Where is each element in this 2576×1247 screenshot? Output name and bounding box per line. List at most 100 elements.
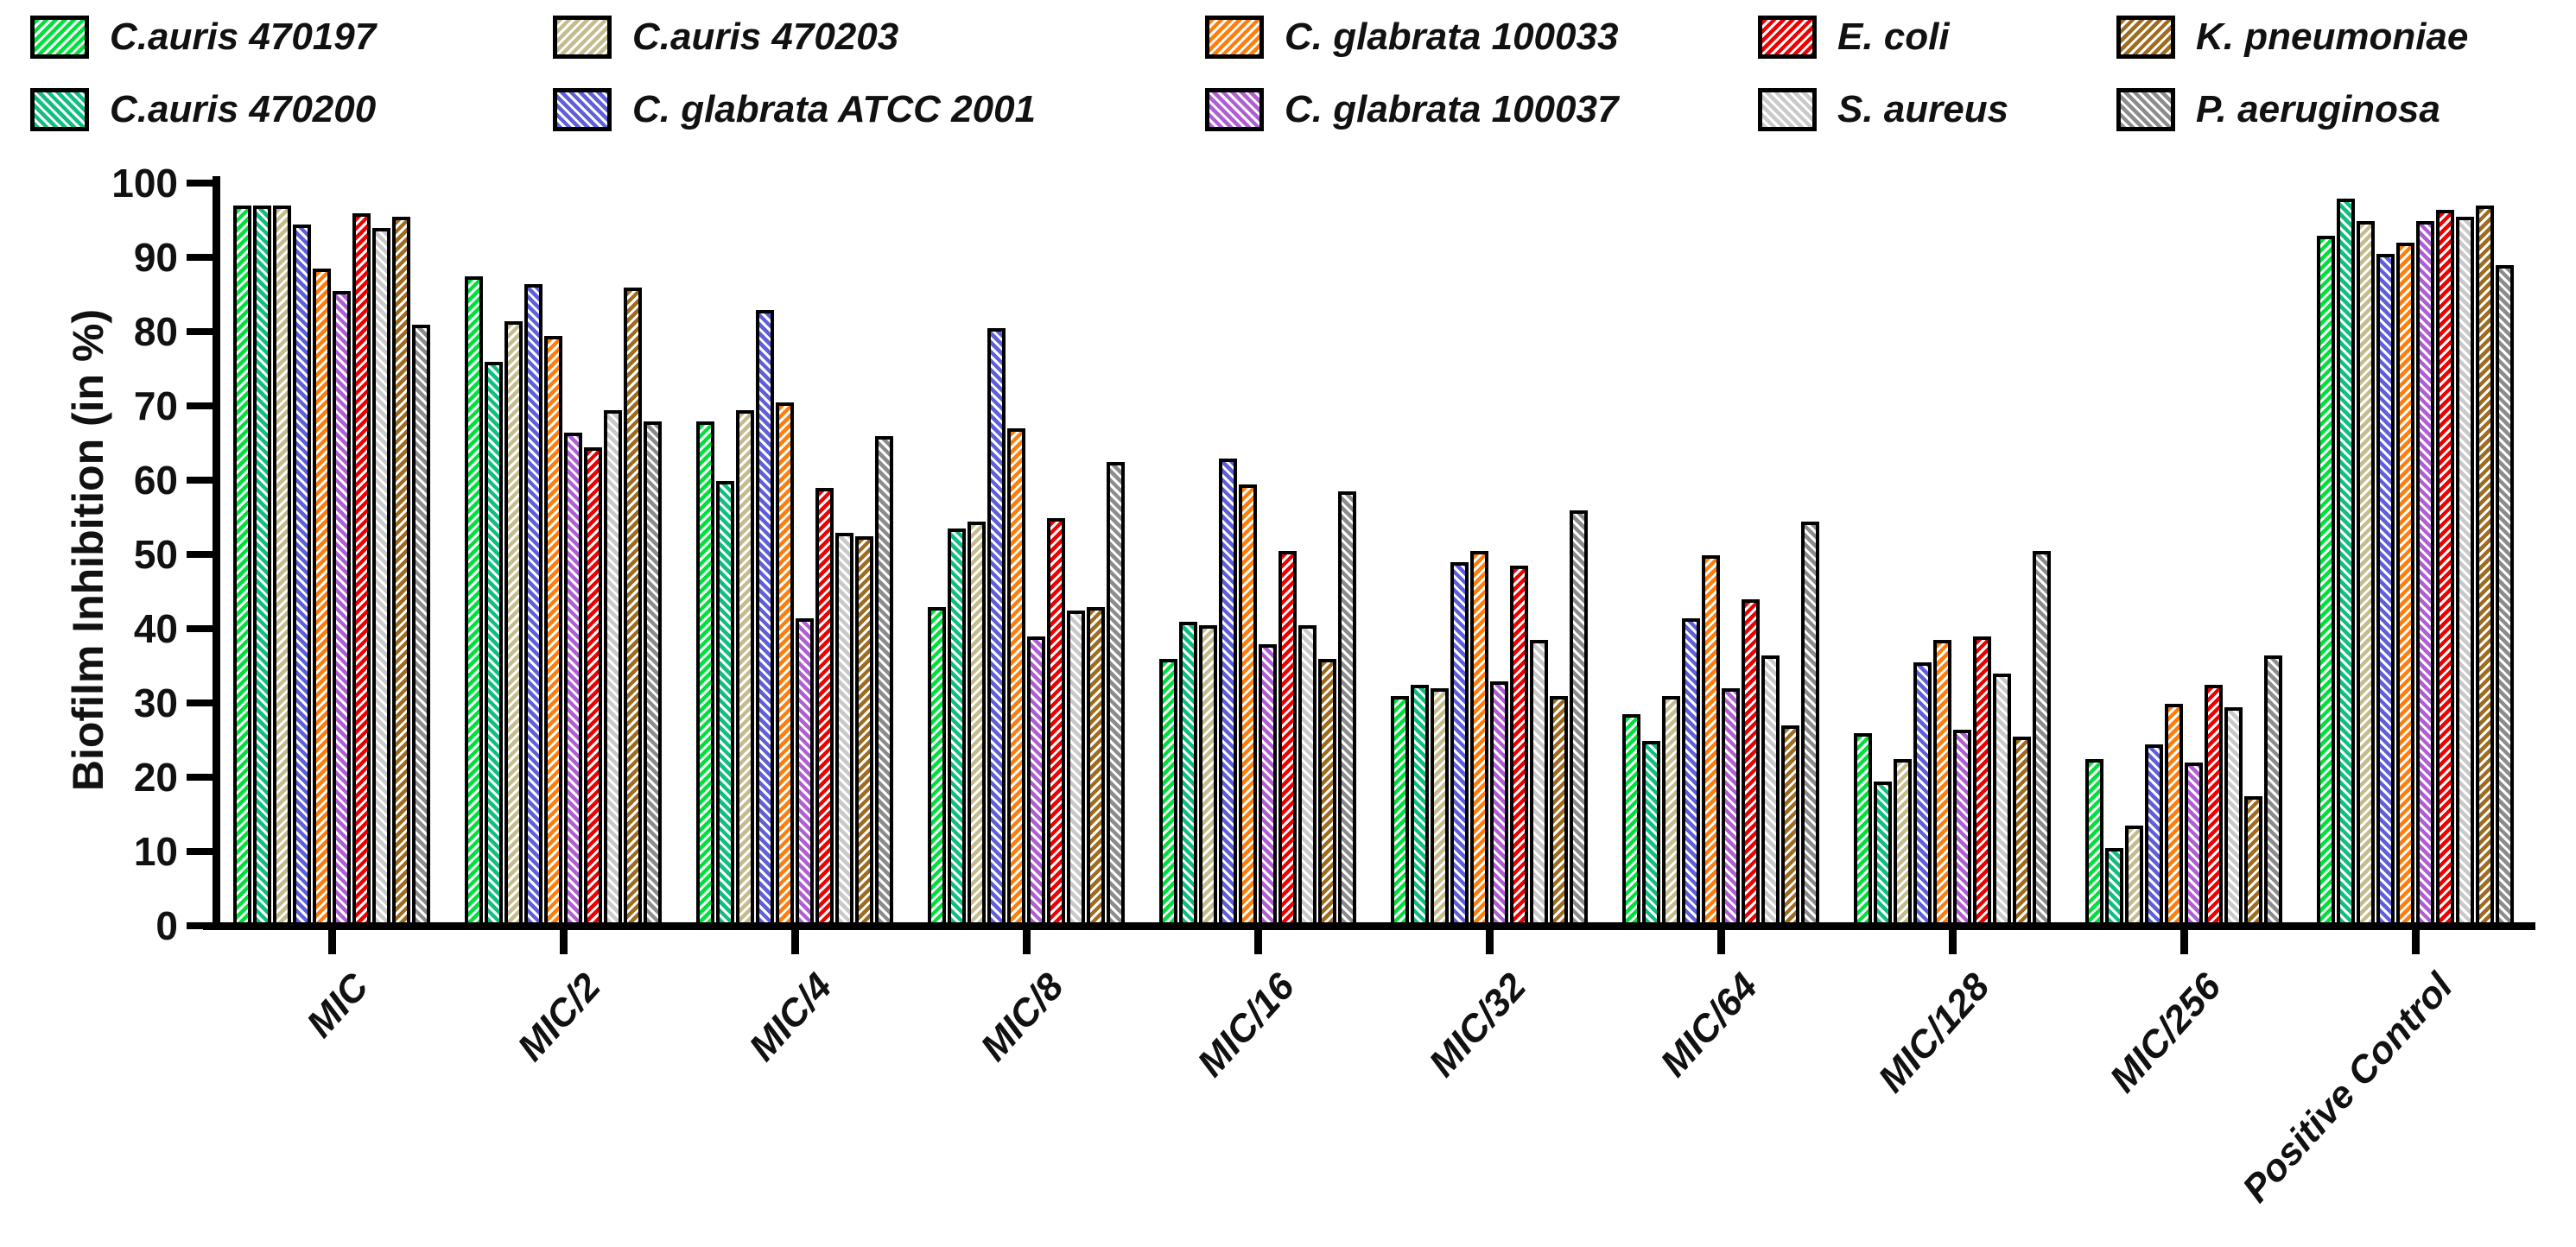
y-tick-mark (187, 328, 213, 335)
bar (1510, 566, 1528, 926)
bar (2224, 707, 2243, 926)
bar (948, 529, 966, 926)
legend-item: K. pneumoniae (2116, 16, 2570, 59)
bar (835, 533, 853, 926)
x-tick-mark (559, 930, 568, 954)
bar-group-mic-128 (1837, 183, 2068, 926)
bar (2357, 221, 2375, 926)
bar (1047, 518, 1065, 926)
bar (1913, 662, 1932, 926)
bar (2185, 763, 2203, 926)
legend-swatch-icon (1758, 16, 1817, 59)
bar (1087, 607, 1105, 926)
bar (855, 536, 873, 926)
bar (1702, 555, 1720, 926)
bar (1933, 640, 1951, 926)
bar (253, 206, 271, 926)
bar (1761, 655, 1780, 926)
bar (2376, 254, 2395, 926)
bar (1027, 636, 1045, 926)
bar (412, 325, 430, 926)
bar (1318, 659, 1336, 926)
bar (1530, 640, 1548, 926)
y-tick-label: 10 (133, 829, 178, 874)
legend: C.auris 470197 C.auris 470200 C.auris 4702… (30, 16, 2570, 131)
bar (2085, 759, 2103, 926)
bar (1570, 510, 1588, 926)
legend-label: C. glabrata 100037 (1285, 88, 1619, 130)
bar-group-mic-8 (910, 183, 1142, 926)
legend-swatch-icon (553, 16, 612, 59)
x-tick-mark (790, 930, 799, 954)
legend-swatch-icon (30, 16, 89, 59)
y-tick-mark (187, 922, 213, 929)
legend-label: C.auris 470203 (632, 16, 899, 58)
legend-swatch-icon (1758, 88, 1817, 131)
bar (1642, 741, 1660, 926)
legend-label: P. aeruginosa (2196, 88, 2440, 130)
bar (1874, 782, 1892, 926)
legend-label: C. glabrata ATCC 2001 (632, 88, 1037, 130)
bar-group-mic-4 (679, 183, 910, 926)
bar (2145, 744, 2163, 926)
y-tick-mark (187, 625, 213, 632)
bar-group-mic-16 (1142, 183, 1374, 926)
bar (1239, 484, 1257, 926)
bar (1411, 685, 1429, 926)
y-tick-label: 80 (133, 309, 178, 354)
bar (987, 328, 1006, 926)
y-tick-label: 100 (111, 161, 178, 206)
bar-group-mic (216, 183, 447, 926)
bar-group-positive-control (2300, 183, 2531, 926)
bar (2033, 551, 2051, 926)
bar (584, 447, 602, 926)
y-tick-mark (187, 402, 213, 409)
y-tick-label: 20 (133, 755, 178, 800)
x-tick-label: Positive Control (2234, 965, 2461, 1211)
y-tick-label: 40 (133, 606, 178, 651)
bar (1953, 730, 1971, 926)
x-tick-label: MIC/128 (1869, 965, 1998, 1101)
y-tick-label: 60 (133, 458, 178, 503)
legend-item: C. glabrata 100037 (1205, 88, 1758, 131)
legend-label: S. aureus (1837, 88, 2009, 130)
y-tick-label: 0 (155, 903, 178, 948)
bar (2476, 206, 2494, 926)
legend-label: C.auris 470197 (110, 16, 377, 58)
x-tick-label: MIC/16 (1190, 965, 1304, 1086)
x-tick-label: MIC/64 (1653, 965, 1767, 1086)
y-tick-mark (187, 180, 213, 187)
bar (2013, 737, 2031, 926)
y-tick-mark (187, 551, 213, 558)
legend-swatch-icon (553, 88, 612, 131)
bar (273, 206, 291, 926)
bar (1107, 462, 1125, 926)
bar (1199, 625, 1217, 926)
bar (796, 618, 814, 926)
x-axis-line (203, 922, 2535, 930)
legend-item: C.auris 470197 (30, 16, 553, 59)
legend-item: C.auris 470200 (30, 88, 553, 131)
bar (372, 228, 390, 926)
x-tick-label: MIC/32 (1421, 965, 1535, 1086)
bar (544, 336, 562, 926)
bar (1993, 674, 2011, 926)
bar (1338, 491, 1356, 926)
x-tick-mark (1948, 930, 1957, 954)
bar (1801, 522, 1819, 926)
legend-label: E. coli (1837, 16, 1950, 58)
bar (392, 217, 410, 926)
bar (2496, 265, 2514, 926)
bar (465, 276, 483, 926)
legend-swatch-icon (1205, 16, 1264, 59)
bar (1682, 618, 1700, 926)
x-tick-mark (327, 930, 336, 954)
bar (1278, 551, 1297, 926)
bar (968, 522, 986, 926)
bar (1219, 459, 1237, 926)
bar (2317, 236, 2335, 926)
bar (1622, 714, 1640, 926)
bar (564, 433, 582, 926)
bar (1450, 562, 1469, 926)
